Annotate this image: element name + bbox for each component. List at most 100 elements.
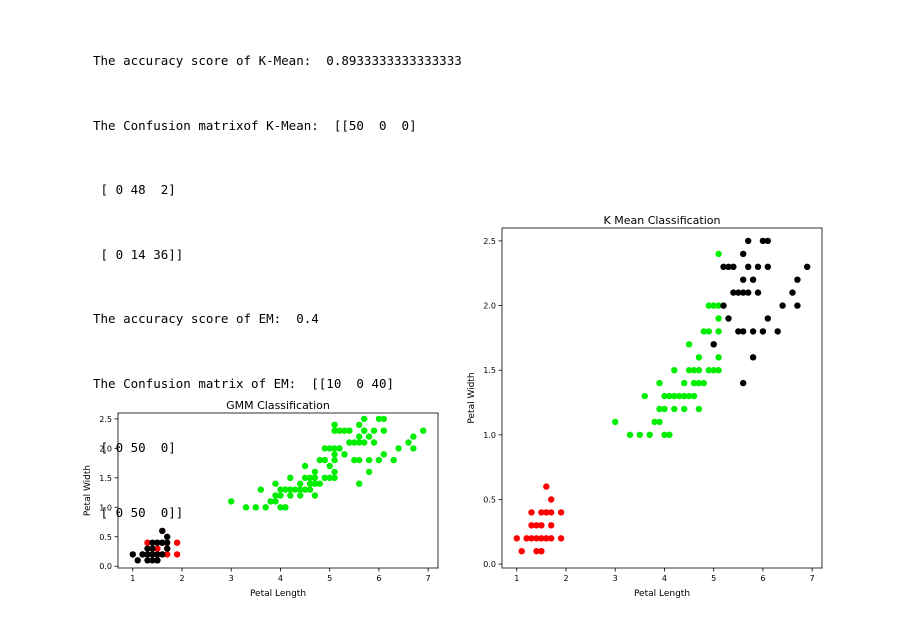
data-point [695,405,703,413]
x-tick-label: 1 [130,574,135,583]
data-point [287,492,294,499]
data-point [720,263,727,270]
data-point [666,431,673,438]
data-point [730,289,737,296]
data-point [164,533,171,540]
data-point [705,302,712,309]
output-line: The accuracy score of EM: 0.4 [93,311,319,326]
data-point [326,474,333,481]
data-point [513,535,520,542]
data-point [129,551,136,558]
data-point [685,367,693,374]
y-tick-label: 1.0 [99,503,112,512]
data-point [764,237,771,245]
data-point [749,354,757,361]
x-tick-label: 7 [426,574,431,583]
y-tick-label: 0.5 [99,533,112,542]
data-point [380,427,387,434]
y-tick-label: 2.5 [483,237,496,246]
data-point [331,468,338,476]
data-point [804,263,811,270]
data-point [173,539,181,546]
output-line: [ 0 50 0]] [93,504,184,520]
data-point [277,492,284,499]
data-point [700,328,707,335]
data-point [311,474,319,481]
data-point [395,445,402,452]
data-point [321,445,328,452]
data-point [749,328,757,335]
data-point [548,496,555,503]
data-point [745,263,752,270]
data-point [794,302,801,309]
data-point [316,480,323,487]
x-tick-label: 2 [179,574,184,583]
chart-1: 1 2 3 4 5 6 7 0.0 0.5 1.0 1.5 2.0 2.5 GMM Classificat… [83,399,439,599]
x-tick-label: 5 [327,574,332,583]
data-point [139,551,146,558]
data-point [715,250,722,258]
data-point [725,315,732,322]
data-point [144,551,151,558]
data-point [356,456,363,464]
data-point [410,433,417,440]
data-point [745,237,752,245]
y-tick-label: 0.5 [483,495,496,504]
data-point [173,551,181,558]
data-point [144,545,151,552]
data-point [375,415,383,423]
data-point [292,486,299,493]
x-tick-label: 6 [760,574,765,583]
data-point [154,551,161,558]
x-tick-label: 3 [229,574,234,583]
data-point [710,367,717,374]
data-point [779,302,786,309]
data-point [365,468,373,476]
plot-frame [501,227,823,569]
data-point [262,504,269,511]
data-point [676,392,683,400]
data-point [735,289,742,296]
data-point [528,509,535,516]
data-point [538,522,545,529]
data-point [700,379,707,387]
data-point [661,431,668,438]
data-point [282,486,289,493]
output-line: The accuracy score of K-Mean: 0.89333333… [93,53,462,68]
data-point [715,328,722,335]
x-tick-label: 3 [613,574,618,583]
data-point [671,367,678,374]
data-point [710,341,717,348]
data-point [356,439,363,446]
data-point [740,289,747,296]
data-point [725,263,732,270]
data-point [420,427,427,434]
data-point [685,392,693,400]
data-point [164,539,171,546]
data-point [149,539,156,546]
data-point [695,354,703,361]
data-point [548,522,555,529]
data-point [730,263,737,270]
data-point [370,427,378,434]
data-point [740,379,747,387]
data-point [361,427,368,434]
data-point [154,539,161,546]
data-point [287,474,294,481]
data-point [370,439,378,446]
data-point [252,504,259,511]
data-point [681,379,688,387]
data-point [336,427,343,434]
data-point [533,548,540,555]
data-point [740,328,747,335]
data-point [356,433,363,440]
data-point [548,535,555,542]
data-point [351,456,358,464]
data-point [287,486,294,493]
data-point [341,451,348,458]
output-line: The Confusion matrixof K-Mean: [[50 0 0] [93,117,417,133]
y-axis-label: Petal Width [467,372,477,423]
data-point [543,483,550,490]
x-tick-label: 1 [514,574,519,583]
data-point [277,504,284,511]
